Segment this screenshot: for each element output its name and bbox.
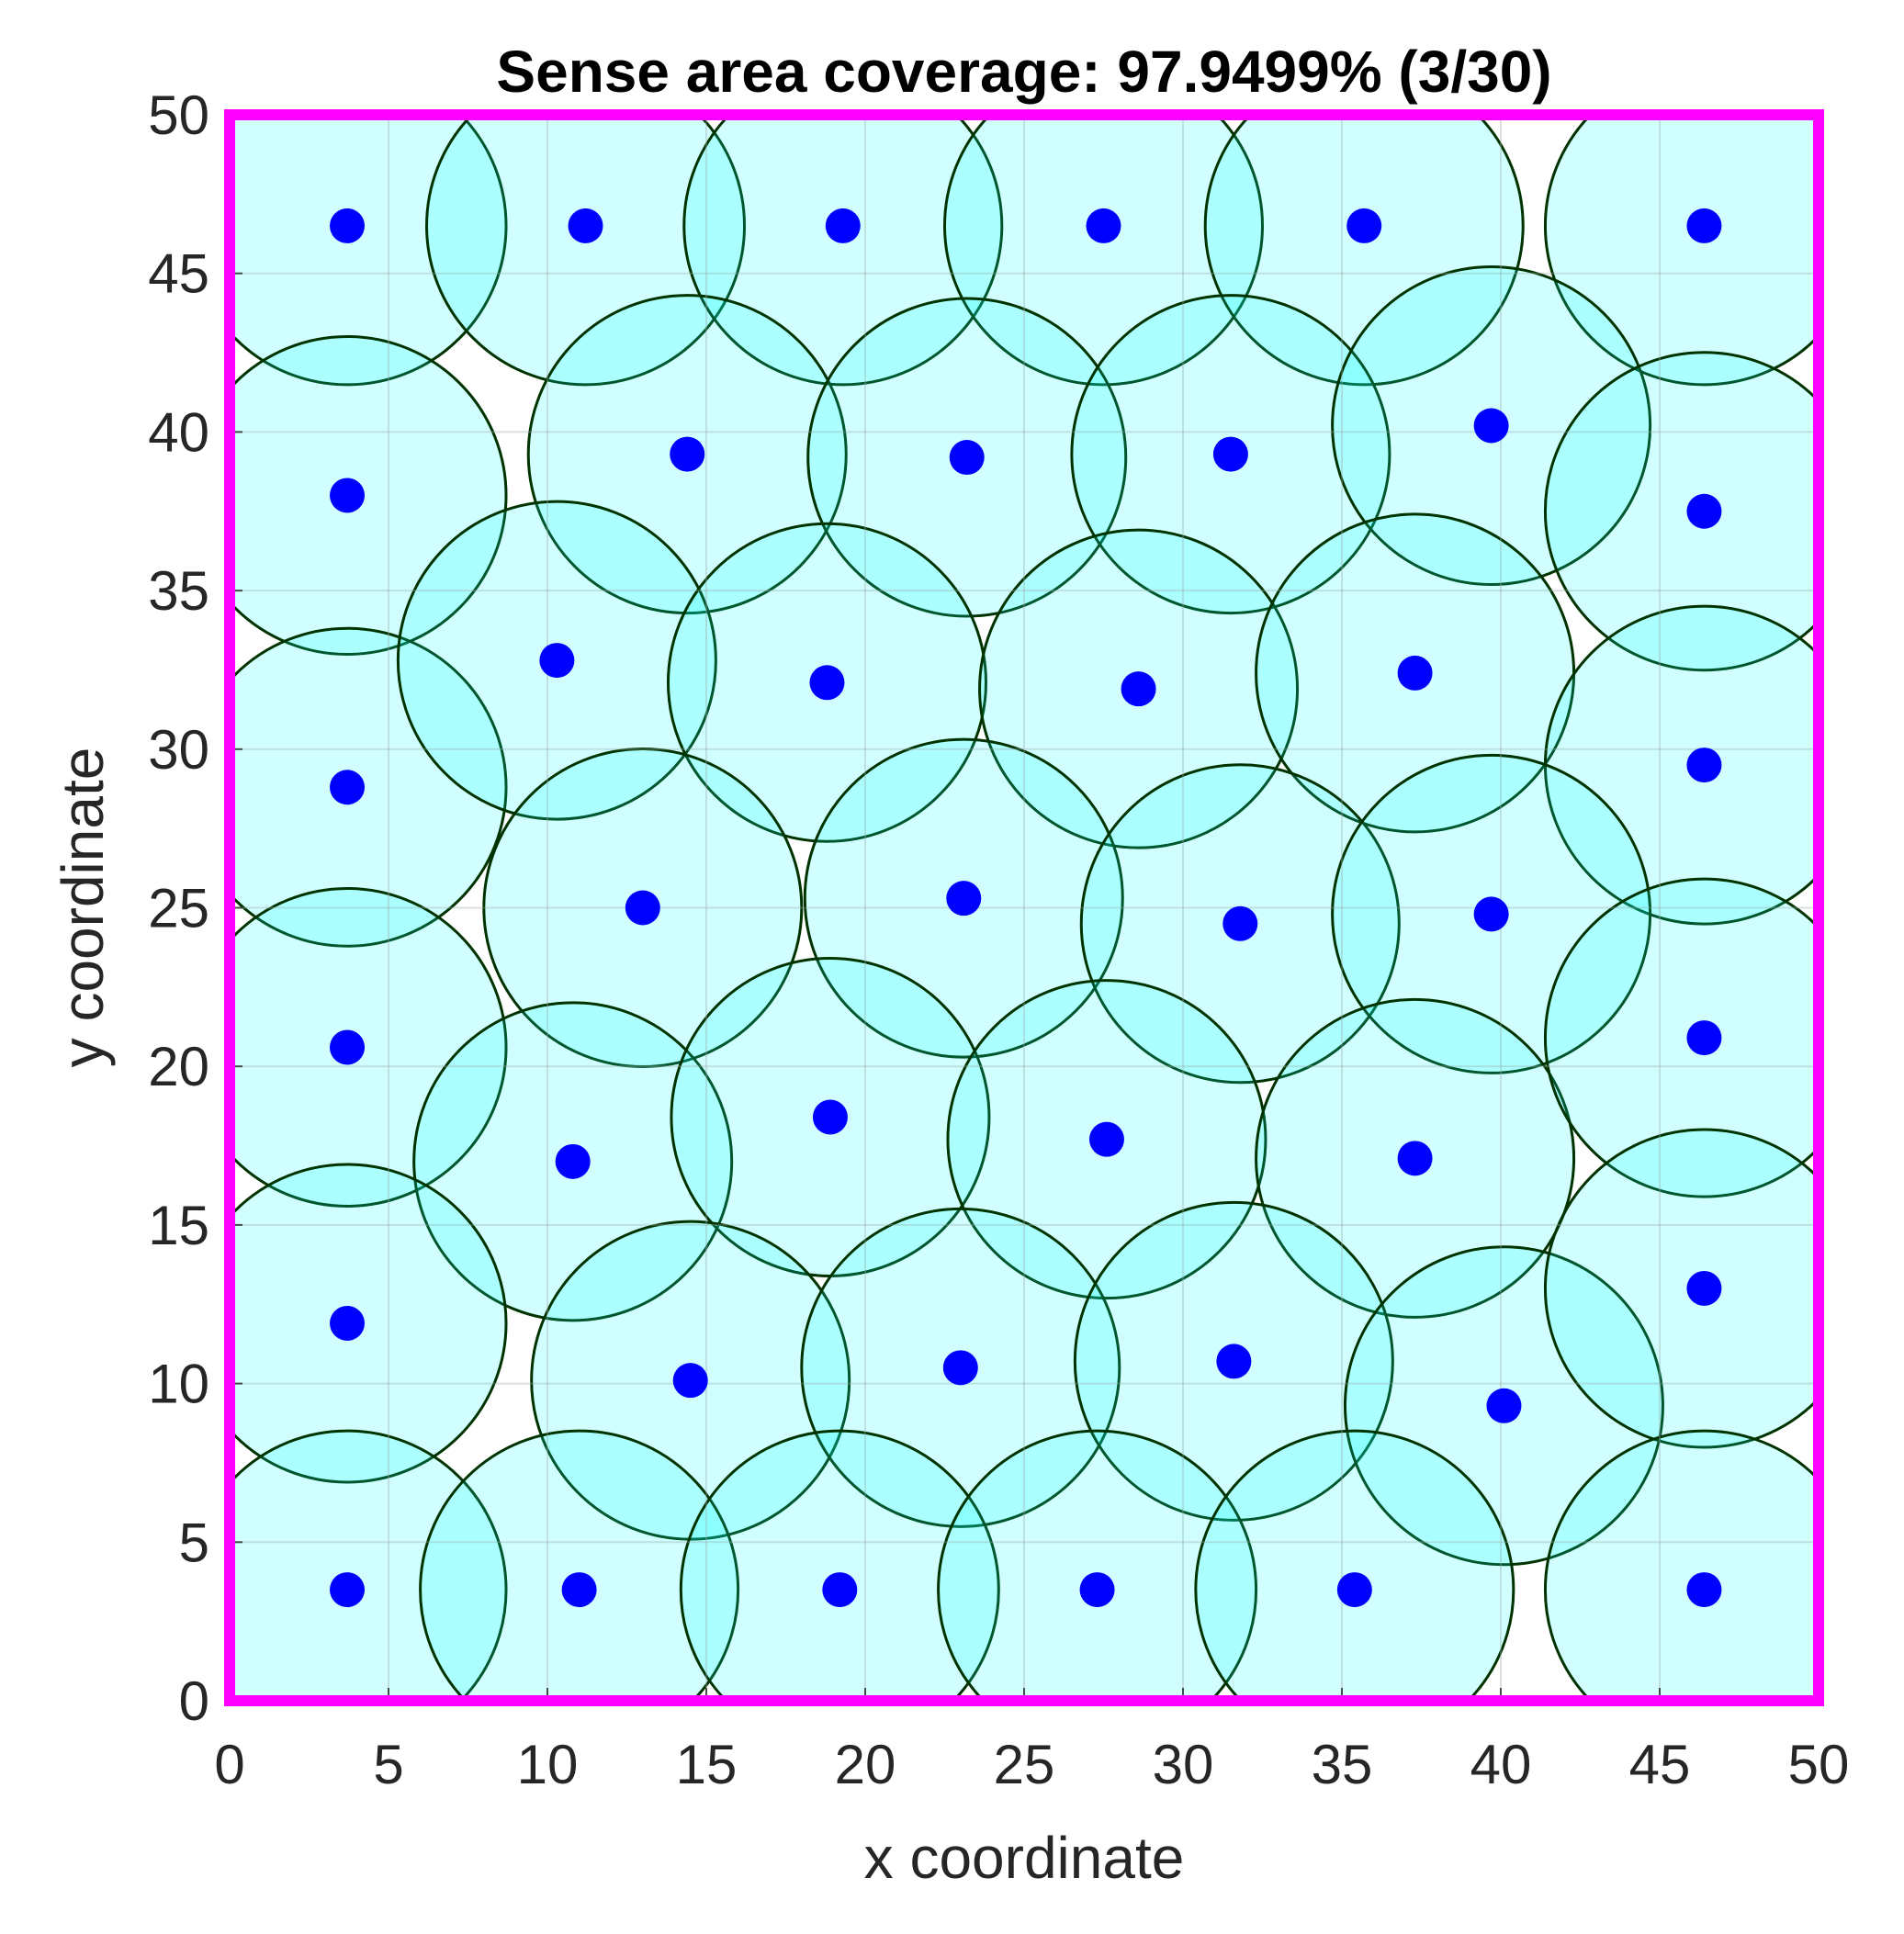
sensor-node bbox=[809, 665, 845, 701]
sensing-circle bbox=[937, 1429, 1258, 1701]
sensing-circle bbox=[1543, 351, 1819, 672]
chart-title: Sense area coverage: 97.9499% (3/30) bbox=[496, 39, 1551, 105]
sensor-node bbox=[1086, 208, 1121, 243]
plot-background bbox=[230, 115, 1819, 1701]
sensor-nodes bbox=[330, 208, 1722, 1608]
x-tick-label: 45 bbox=[1629, 1734, 1691, 1795]
sensor-node bbox=[568, 208, 603, 243]
sensing-circle bbox=[230, 1429, 508, 1701]
sensing-circle bbox=[230, 335, 508, 656]
x-tick-label: 50 bbox=[1788, 1734, 1850, 1795]
sensor-node bbox=[1121, 671, 1156, 707]
sensor-node bbox=[812, 1099, 848, 1135]
sensor-node bbox=[1336, 1572, 1372, 1608]
sensing-circle bbox=[230, 626, 508, 948]
sensing-circle bbox=[230, 1163, 508, 1484]
sensor-node bbox=[1473, 896, 1509, 932]
sensing-circle bbox=[230, 887, 508, 1208]
sensor-node bbox=[1486, 1388, 1522, 1423]
sensor-node bbox=[330, 1572, 366, 1608]
x-axis-label: x coordinate bbox=[864, 1825, 1185, 1891]
sensor-node bbox=[1473, 408, 1509, 444]
sensor-node bbox=[555, 1143, 591, 1179]
x-tick-label: 30 bbox=[1153, 1734, 1214, 1795]
sensor-node bbox=[330, 208, 366, 243]
x-tick-label: 5 bbox=[373, 1734, 403, 1795]
sensor-node bbox=[949, 440, 985, 476]
sensor-node bbox=[670, 436, 705, 472]
area-boundary bbox=[224, 109, 1824, 1706]
sensing-circle bbox=[425, 115, 746, 387]
y-tick-label: 15 bbox=[148, 1195, 209, 1256]
sensor-node bbox=[1686, 1572, 1722, 1608]
x-tick-label: 10 bbox=[517, 1734, 579, 1795]
x-tick-labels: 0 5 10 15 20 25 30 35 40 45 50 bbox=[214, 1734, 1849, 1795]
x-tick-label: 35 bbox=[1312, 1734, 1373, 1795]
sensor-node bbox=[1088, 1121, 1124, 1157]
y-tick-label: 20 bbox=[148, 1036, 209, 1097]
x-tick-label: 25 bbox=[994, 1734, 1055, 1795]
sensor-node bbox=[942, 1350, 978, 1386]
sensor-node bbox=[1686, 748, 1722, 783]
y-tick-label: 10 bbox=[148, 1354, 209, 1415]
sensing-circle bbox=[1543, 1128, 1819, 1449]
sensor-node bbox=[625, 890, 660, 926]
y-tick-label: 30 bbox=[148, 719, 209, 781]
sensor-node bbox=[330, 1305, 366, 1341]
sensor-node bbox=[330, 1029, 366, 1065]
x-tick-label: 0 bbox=[214, 1734, 244, 1795]
sensor-node bbox=[672, 1363, 708, 1399]
sensing-circle bbox=[419, 1429, 740, 1701]
sensor-node bbox=[1397, 655, 1433, 691]
y-tick-labels: 0 5 10 15 20 25 30 35 40 45 50 bbox=[148, 84, 209, 1732]
sensor-node bbox=[1346, 208, 1382, 243]
y-tick-label: 50 bbox=[148, 84, 209, 146]
sensing-circle bbox=[1543, 115, 1819, 387]
y-tick-label: 45 bbox=[148, 243, 209, 305]
sensing-circle bbox=[943, 115, 1264, 387]
y-tick-label: 40 bbox=[148, 401, 209, 463]
sensing-circle bbox=[679, 1429, 1000, 1701]
sensor-node bbox=[825, 208, 861, 243]
sensor-node bbox=[1079, 1572, 1115, 1608]
sensing-circle bbox=[230, 115, 508, 387]
sensor-node bbox=[1397, 1141, 1433, 1176]
y-axis-label: y coordinate bbox=[50, 748, 116, 1068]
x-tick-label: 15 bbox=[676, 1734, 738, 1795]
sensor-node bbox=[1686, 1270, 1722, 1306]
y-tick-label: 35 bbox=[148, 560, 209, 622]
sensing-circle bbox=[1203, 115, 1525, 387]
sensing-circle bbox=[1543, 877, 1819, 1198]
sensing-circle bbox=[1194, 1429, 1515, 1701]
sensing-circle bbox=[682, 115, 1004, 387]
sensor-node bbox=[1222, 905, 1258, 941]
sensor-node bbox=[946, 881, 982, 916]
x-tick-label: 40 bbox=[1470, 1734, 1532, 1795]
y-tick-label: 25 bbox=[148, 878, 209, 939]
sensor-node bbox=[330, 478, 366, 513]
sensor-node bbox=[561, 1572, 597, 1608]
y-tick-label: 0 bbox=[179, 1670, 209, 1732]
x-tick-label: 20 bbox=[835, 1734, 896, 1795]
sensor-node bbox=[1686, 1020, 1722, 1056]
sensor-node bbox=[330, 770, 366, 805]
sensing-areas bbox=[230, 115, 1819, 1701]
sensor-node bbox=[1686, 208, 1722, 243]
sensing-circle bbox=[1543, 1429, 1819, 1701]
sensor-node bbox=[822, 1572, 858, 1608]
sensor-node bbox=[1686, 493, 1722, 529]
y-tick-label: 5 bbox=[179, 1512, 209, 1573]
sensor-node bbox=[539, 643, 575, 679]
sensor-node bbox=[1216, 1344, 1252, 1379]
sensor-node bbox=[1212, 436, 1248, 472]
